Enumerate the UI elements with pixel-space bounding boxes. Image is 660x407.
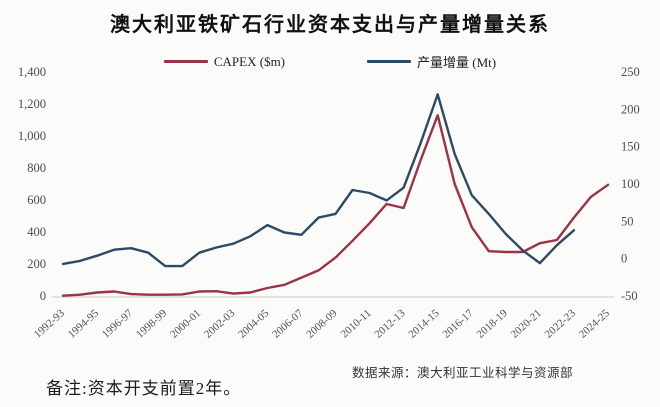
legend-label-capex: CAPEX ($m): [213, 53, 286, 69]
chart-legend: CAPEX ($m) 产量增量 (Mt): [0, 52, 660, 71]
right-axis-tick-label: 200: [621, 102, 640, 116]
legend-item-capex: CAPEX ($m): [163, 53, 286, 70]
chart-title: 澳大利亚铁矿石行业资本支出与产量增量关系: [110, 14, 550, 36]
x-axis-tick-label: 2006-07: [270, 307, 306, 341]
left-axis-tick-label: 0: [40, 289, 46, 303]
capex-line: [61, 113, 610, 297]
x-axis-tick-label: 2008-09: [304, 307, 340, 341]
x-axis-tick-label: 2012-13: [372, 307, 408, 341]
x-axis-tick-label: 1996-97: [100, 307, 136, 341]
x-axis-tick-label: 2010-11: [339, 307, 374, 340]
data-source-note: 数据来源：澳大利亚工业科学与资源部: [352, 366, 574, 380]
x-axis-tick-label: 2000-01: [168, 307, 203, 340]
right-axis-tick-label: 50: [621, 214, 634, 228]
right-axis-tick-label: 100: [621, 177, 640, 191]
right-axis-tick-label: -50: [621, 289, 638, 303]
left-axis-tick-label: 1,400: [18, 65, 46, 79]
x-axis-tick-label: 2022-23: [543, 307, 579, 341]
left-axis-tick-label: 1,000: [18, 129, 46, 143]
x-axis-tick-label: 1994-95: [66, 307, 102, 341]
x-axis-tick-label: 2002-03: [202, 307, 238, 341]
production-line-swatch-icon: [367, 60, 412, 63]
left-axis-tick-label: 800: [27, 161, 46, 175]
x-axis-tick-label: 2018-19: [475, 307, 511, 341]
footnote: 备注:资本开支前置2年。: [46, 379, 242, 398]
x-axis-tick-label: 1998-99: [134, 307, 170, 341]
left-axis-tick-label: 1,200: [18, 97, 46, 111]
legend-label-production: 产量增量 (Mt): [417, 55, 497, 70]
capex-line-swatch-icon: [163, 60, 208, 63]
x-axis-tick-label: 2020-21: [509, 307, 544, 340]
x-axis-tick-label: 2004-05: [236, 307, 272, 341]
x-axis-tick-label: 2024-25: [577, 307, 613, 341]
right-axis-tick-label: 0: [621, 252, 627, 266]
right-axis-tick-label: 250: [621, 65, 640, 79]
right-axis-tick-label: 150: [621, 140, 640, 154]
left-axis-tick-label: 600: [27, 193, 46, 207]
x-axis-tick-label: 1992-93: [32, 307, 68, 341]
x-axis-tick-label: 2014-15: [406, 307, 442, 341]
x-axis-tick-label: 2016-17: [440, 307, 476, 341]
legend-item-production: 产量增量 (Mt): [367, 52, 496, 71]
production-increment-line: [61, 93, 576, 268]
left-axis-tick-label: 200: [27, 257, 46, 271]
left-axis-tick-label: 400: [27, 225, 46, 239]
